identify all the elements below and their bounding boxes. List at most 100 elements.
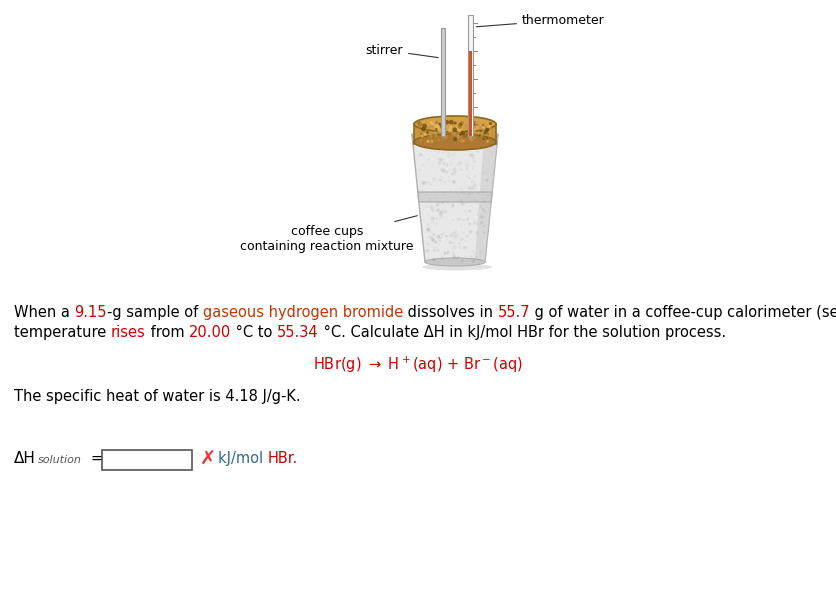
Circle shape [452,180,456,183]
Circle shape [428,181,430,183]
Circle shape [461,131,465,135]
Circle shape [476,256,477,258]
Circle shape [464,255,466,257]
Circle shape [485,211,487,212]
Circle shape [449,120,454,124]
Circle shape [429,134,433,137]
Circle shape [482,210,486,212]
Ellipse shape [414,116,496,132]
Circle shape [446,137,449,141]
Circle shape [443,126,446,129]
Circle shape [428,250,429,251]
Circle shape [455,171,456,173]
Circle shape [452,196,455,198]
Circle shape [482,209,484,211]
Circle shape [464,224,465,225]
Circle shape [465,146,468,149]
Circle shape [435,121,438,124]
Circle shape [451,204,455,207]
Circle shape [458,161,461,164]
Circle shape [472,251,475,253]
Circle shape [430,121,432,124]
Circle shape [458,245,461,247]
Circle shape [448,176,451,178]
Circle shape [478,150,480,151]
Text: kJ/mol: kJ/mol [218,451,268,466]
Circle shape [447,143,451,146]
Circle shape [457,124,461,129]
Circle shape [448,179,451,182]
Circle shape [454,232,456,235]
Circle shape [465,126,469,129]
Circle shape [453,137,457,141]
Circle shape [436,217,438,220]
Circle shape [458,132,461,135]
Circle shape [435,222,438,226]
Circle shape [456,126,461,130]
Circle shape [457,144,461,148]
Circle shape [480,223,482,225]
Circle shape [456,192,458,194]
Circle shape [417,122,422,126]
Circle shape [450,234,452,237]
Circle shape [450,163,452,166]
Circle shape [486,137,488,139]
Circle shape [490,152,491,153]
Circle shape [461,259,463,263]
Text: thermometer: thermometer [477,14,604,27]
Circle shape [474,199,475,201]
Circle shape [447,251,450,254]
Circle shape [466,129,467,131]
Circle shape [444,125,447,129]
Circle shape [427,229,429,230]
Circle shape [483,211,485,212]
Circle shape [453,242,454,244]
Circle shape [454,245,456,247]
Circle shape [460,135,461,136]
Circle shape [488,130,491,132]
Circle shape [458,242,461,244]
Text: dissolves in: dissolves in [403,305,497,320]
Circle shape [482,125,486,129]
Circle shape [436,121,439,124]
Circle shape [487,133,489,135]
Circle shape [460,202,464,206]
Circle shape [451,252,456,256]
Circle shape [472,122,476,126]
Circle shape [479,142,481,144]
Text: g of water in a coffee-cup calorimeter (see above figure) the: g of water in a coffee-cup calorimeter (… [530,305,836,320]
Circle shape [484,130,487,134]
Polygon shape [418,192,492,202]
Circle shape [457,233,460,236]
Circle shape [427,126,430,129]
Text: °C. Calculate ΔH in kJ/mol HBr for the solution process.: °C. Calculate ΔH in kJ/mol HBr for the s… [319,325,726,340]
Circle shape [489,122,492,125]
Circle shape [456,127,461,133]
Circle shape [456,133,461,138]
Circle shape [432,239,434,241]
Circle shape [441,202,444,204]
Circle shape [472,159,476,163]
Circle shape [472,200,473,201]
Circle shape [445,120,449,124]
Circle shape [443,143,445,145]
Circle shape [434,131,436,133]
Circle shape [482,166,484,167]
Circle shape [460,121,464,125]
Circle shape [473,137,476,139]
Circle shape [452,155,454,156]
Circle shape [442,204,446,208]
Circle shape [455,234,458,238]
Circle shape [432,258,436,262]
Circle shape [470,145,473,148]
Circle shape [419,153,422,157]
Circle shape [449,241,452,244]
Circle shape [431,121,435,126]
Circle shape [431,217,435,220]
Circle shape [470,138,473,142]
Circle shape [447,155,451,158]
Circle shape [444,192,446,194]
Circle shape [479,135,482,137]
Circle shape [485,157,487,158]
Circle shape [436,208,440,212]
